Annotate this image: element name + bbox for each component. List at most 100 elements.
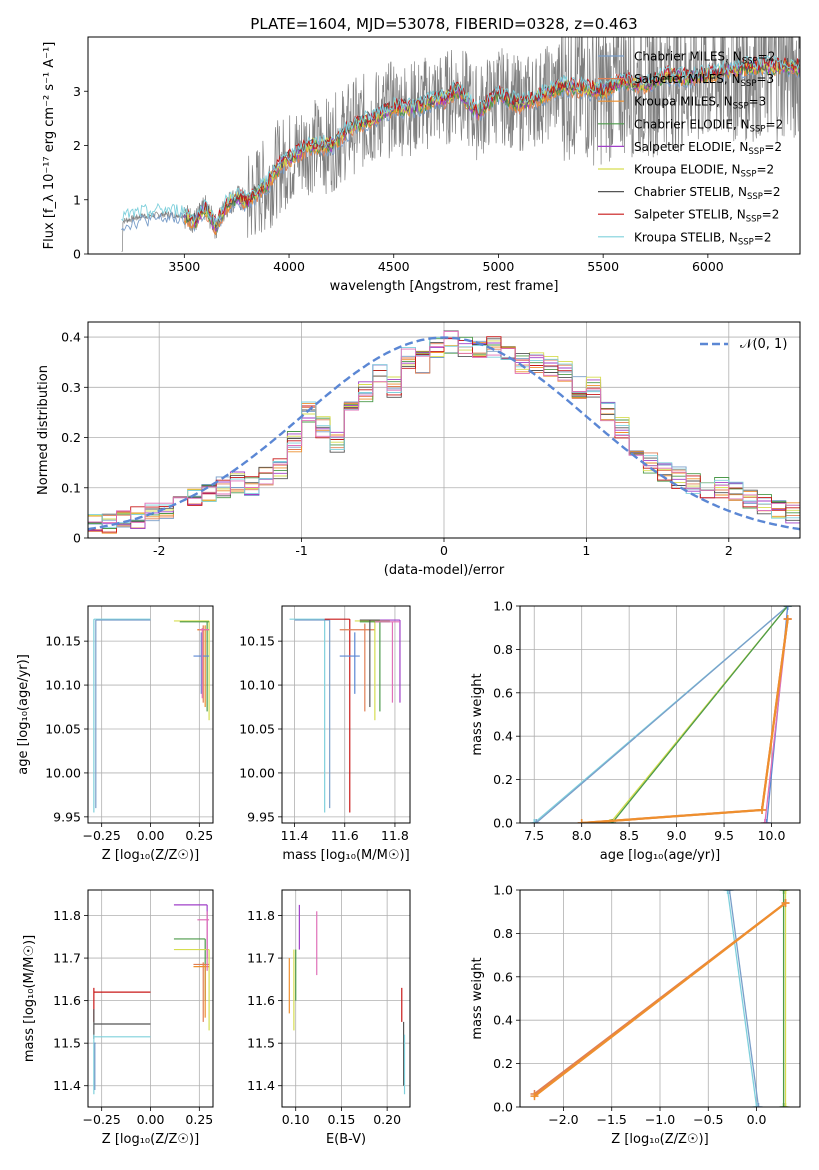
legend-label-rest: =2 (754, 230, 772, 244)
x-tick-label: 11.6 (331, 828, 359, 843)
legend-label: Kroupa STELIB, NSSP=2 (634, 230, 772, 247)
axes-frame (87, 889, 214, 1108)
y-tick-label: 0.8 (493, 926, 513, 941)
legend-label-rest: =2 (758, 50, 776, 64)
chart-panels: 3500 4000 4500 5000 5500 6000 0 1 2 3 wavelength [… (16, 36, 801, 1147)
x-tick-label: 0.25 (185, 1112, 213, 1127)
y-tick-label: 10.10 (45, 678, 81, 693)
y-tick-label: 0.4 (493, 1013, 513, 1028)
y-tick-label: 0.3 (61, 380, 81, 395)
panel-massweight_vs_age: 7.5 8.0 8.5 9.0 9.5 10.0 0.0 0.2 0.4 0.6 0.8 1.0 age… (470, 599, 801, 863)
y-tick-label: 10.05 (239, 721, 275, 736)
plot-area-residuals (88, 322, 800, 538)
y-tick-label: 0.4 (61, 330, 81, 345)
x-tick-label: 5000 (483, 259, 515, 274)
x-tick-label: 8.5 (619, 828, 639, 843)
legend-label-rest: =2 (766, 117, 784, 131)
model-spectrum-salpeter-elodie (183, 60, 800, 232)
x-tick-label: 0.00 (137, 828, 165, 843)
y-tick-label: 1.0 (493, 883, 513, 898)
x-axis-label: mass [log₁₀(M/M☉)] (282, 848, 409, 863)
model-spectrum-salpeter-stelib (183, 55, 800, 225)
panel-age_vs_Z: −0.25 0.00 0.25 9.95 10.00 10.05 10.10 10.15 Z [… (16, 605, 214, 863)
x-tick-label: 0.10 (282, 1112, 310, 1127)
figure-title: PLATE=1604, MJD=53078, FIBERID=0328, z=0… (250, 15, 637, 33)
legend-subscript: SSP (738, 237, 754, 247)
x-tick-label: 9.5 (714, 828, 734, 843)
x-tick-label: −1.0 (645, 1112, 675, 1127)
axes-frame (281, 605, 411, 824)
x-tick-label: 2 (725, 543, 733, 558)
x-axis-label: (data-model)/error (384, 563, 505, 578)
y-tick-label: 0.2 (61, 430, 81, 445)
x-tick-label: 0.25 (185, 828, 213, 843)
x-tick-label: 6000 (692, 259, 724, 274)
mass-weight-series-chabrier-miles (728, 890, 760, 1107)
x-tick-label: 1 (582, 543, 590, 558)
legend-subscript: SSP (733, 102, 749, 112)
legend-subscript: SSP (748, 147, 764, 157)
axes-frame (87, 36, 801, 255)
y-tick-label: 0 (73, 531, 81, 546)
y-axis-label: Normed distribution (36, 365, 51, 495)
panel-mass_vs_Z: −0.25 0.00 0.25 11.4 11.5 11.6 11.7 11.8 Z [log₁… (22, 889, 214, 1147)
y-tick-label: 10.15 (45, 634, 81, 649)
x-tick-label: 0.15 (328, 1112, 356, 1127)
legend-label-rest: =2 (762, 208, 780, 222)
y-tick-label: 11.7 (53, 951, 81, 966)
legend-subscript: SSP (741, 79, 757, 89)
axes-frame (519, 889, 801, 1108)
y-tick-label: 10.00 (239, 765, 275, 780)
axes-frame (281, 889, 411, 1108)
y-tick-label: 10.05 (45, 721, 81, 736)
x-tick-label: −1.5 (597, 1112, 627, 1127)
x-tick-label: −0.5 (693, 1112, 723, 1127)
x-axis-label: wavelength [Angstrom, rest frame] (330, 279, 559, 294)
y-tick-label: 10.15 (239, 634, 275, 649)
legend-subscript: SSP (750, 124, 766, 134)
mass-weight-series-kroupa-miles (533, 902, 787, 1098)
y-axis-label: mass [log₁₀(M/M☉)] (22, 935, 37, 1062)
x-tick-label: 11.8 (381, 828, 409, 843)
plot-area-massweight_vs_Z (520, 890, 800, 1107)
legend-label: Chabrier MILES, NSSP=2 (634, 50, 775, 67)
residual-histogram-pink (88, 330, 800, 524)
x-tick-label: 0 (440, 543, 448, 558)
x-tick-label: 8.0 (572, 828, 592, 843)
plot-area-massweight_vs_age (520, 606, 800, 823)
y-tick-label: 11.8 (247, 908, 275, 923)
y-tick-label: 11.4 (247, 1078, 275, 1093)
x-tick-label: −0.25 (83, 828, 121, 843)
y-tick-label: 10.00 (45, 765, 81, 780)
legend-subscript: SSP (747, 192, 763, 202)
y-axis-label: age [log₁₀(age/yr)] (16, 654, 31, 775)
x-tick-label: −0.25 (83, 1112, 121, 1127)
y-tick-label: 11.6 (247, 993, 275, 1008)
y-tick-label: 11.4 (53, 1078, 81, 1093)
y-tick-label: 10.10 (239, 678, 275, 693)
x-tick-label: 5500 (587, 259, 619, 274)
panel-spectrum: 3500 4000 4500 5000 5500 6000 0 1 2 3 wavelength [… (42, 36, 801, 294)
legend-label-rest: =2 (763, 185, 781, 199)
y-tick-label: 0.2 (493, 1056, 513, 1071)
legend-subscript: SSP (746, 215, 762, 225)
y-tick-label: 0 (73, 247, 81, 262)
model-spectrum-kroupa-stelib (121, 55, 800, 226)
y-tick-label: 3 (73, 84, 81, 99)
mass-weight-series-chabrier-elodie (611, 606, 789, 823)
y-tick-label: 0.2 (493, 772, 513, 787)
x-axis-label: Z [log₁₀(Z/Z☉)] (102, 848, 199, 863)
x-tick-label: 0.20 (373, 1112, 401, 1127)
legend-subscript: SSP (741, 170, 757, 180)
x-tick-label: 3500 (168, 259, 200, 274)
y-tick-label: 11.5 (247, 1036, 275, 1051)
y-tick-label: 11.7 (247, 951, 275, 966)
x-tick-label: -1 (295, 543, 307, 558)
normal-distribution-curve (88, 336, 800, 531)
x-axis-label: Z [log₁₀(Z/Z☉)] (102, 1132, 199, 1147)
y-axis-label: Flux [f_λ 10⁻¹⁷ erg cm⁻² s⁻¹ A⁻¹] (42, 42, 57, 250)
x-tick-label: 7.5 (524, 828, 544, 843)
legend-label-rest: =3 (756, 72, 774, 86)
y-tick-label: 9.95 (53, 809, 81, 824)
